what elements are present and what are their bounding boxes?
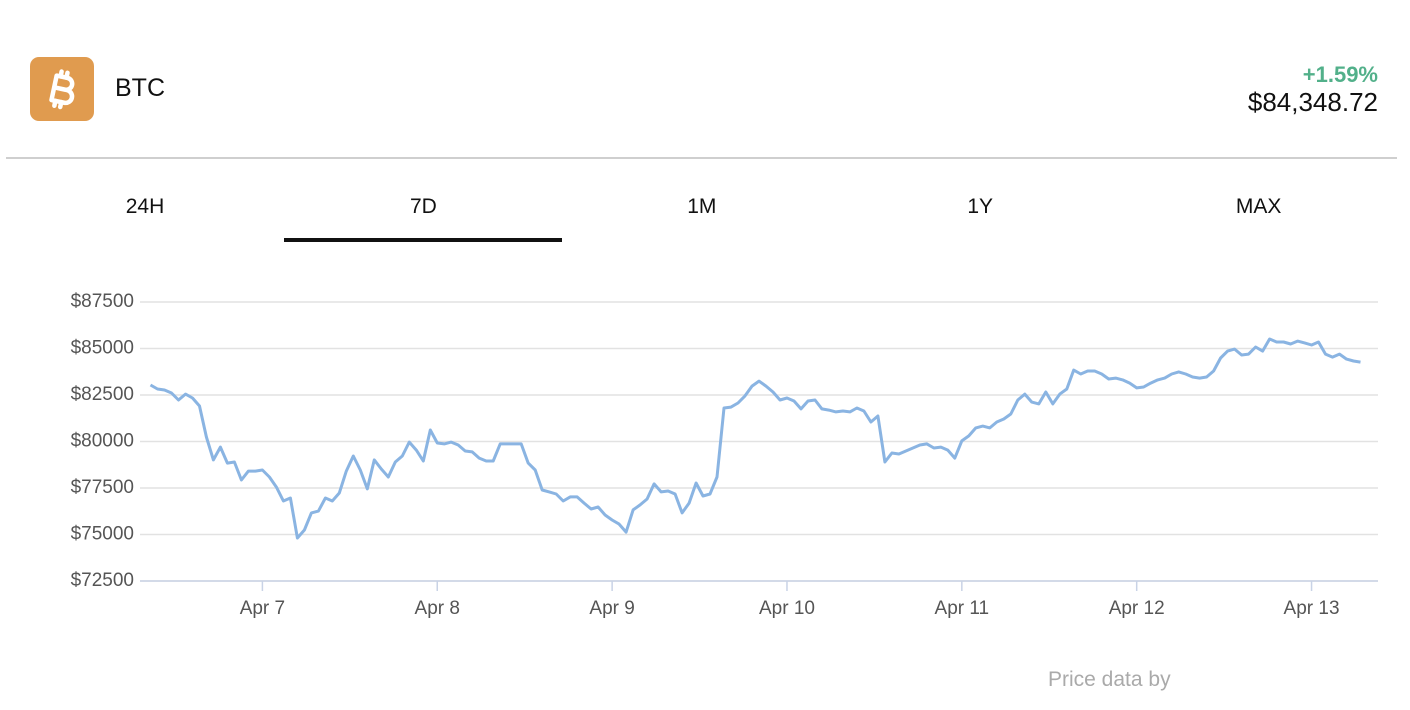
divider	[6, 157, 1397, 159]
range-tab[interactable]: 24H	[125, 195, 165, 218]
x-tick-label: Apr 8	[415, 598, 460, 619]
y-tick-label: $85000	[71, 338, 134, 359]
coin-icon	[30, 57, 94, 121]
price-change: +1.59%	[1302, 62, 1378, 87]
x-tick-label: Apr 7	[240, 598, 285, 619]
price: $84,348.72	[1247, 87, 1378, 117]
y-tick-label: $77500	[71, 477, 134, 498]
range-tab[interactable]: 7D	[284, 180, 563, 242]
price-chart: $72500 $75000 $77500 $80000 $82500 $85000 $875…	[71, 291, 1378, 619]
y-tick-label: $80000	[71, 431, 134, 452]
x-tick-label: Apr 11	[935, 598, 990, 619]
y-tick-label: $75000	[71, 524, 134, 545]
y-tick-label: $82500	[71, 384, 134, 405]
credit: Price data by	[1048, 668, 1171, 691]
coin-symbol: BTC	[115, 74, 165, 102]
y-tick-label: $72500	[71, 570, 134, 591]
y-tick-label: $87500	[71, 291, 134, 312]
x-tick-label: Apr 10	[759, 598, 815, 619]
range-tab[interactable]: 1Y	[967, 195, 994, 218]
x-tick-label: Apr 13	[1284, 598, 1340, 619]
x-tick-label: Apr 9	[589, 598, 634, 619]
x-tick-label: Apr 12	[1109, 598, 1165, 619]
range-tab[interactable]: 1M	[687, 195, 717, 218]
range-tab[interactable]: MAX	[1235, 195, 1282, 218]
price-line	[149, 337, 1361, 540]
